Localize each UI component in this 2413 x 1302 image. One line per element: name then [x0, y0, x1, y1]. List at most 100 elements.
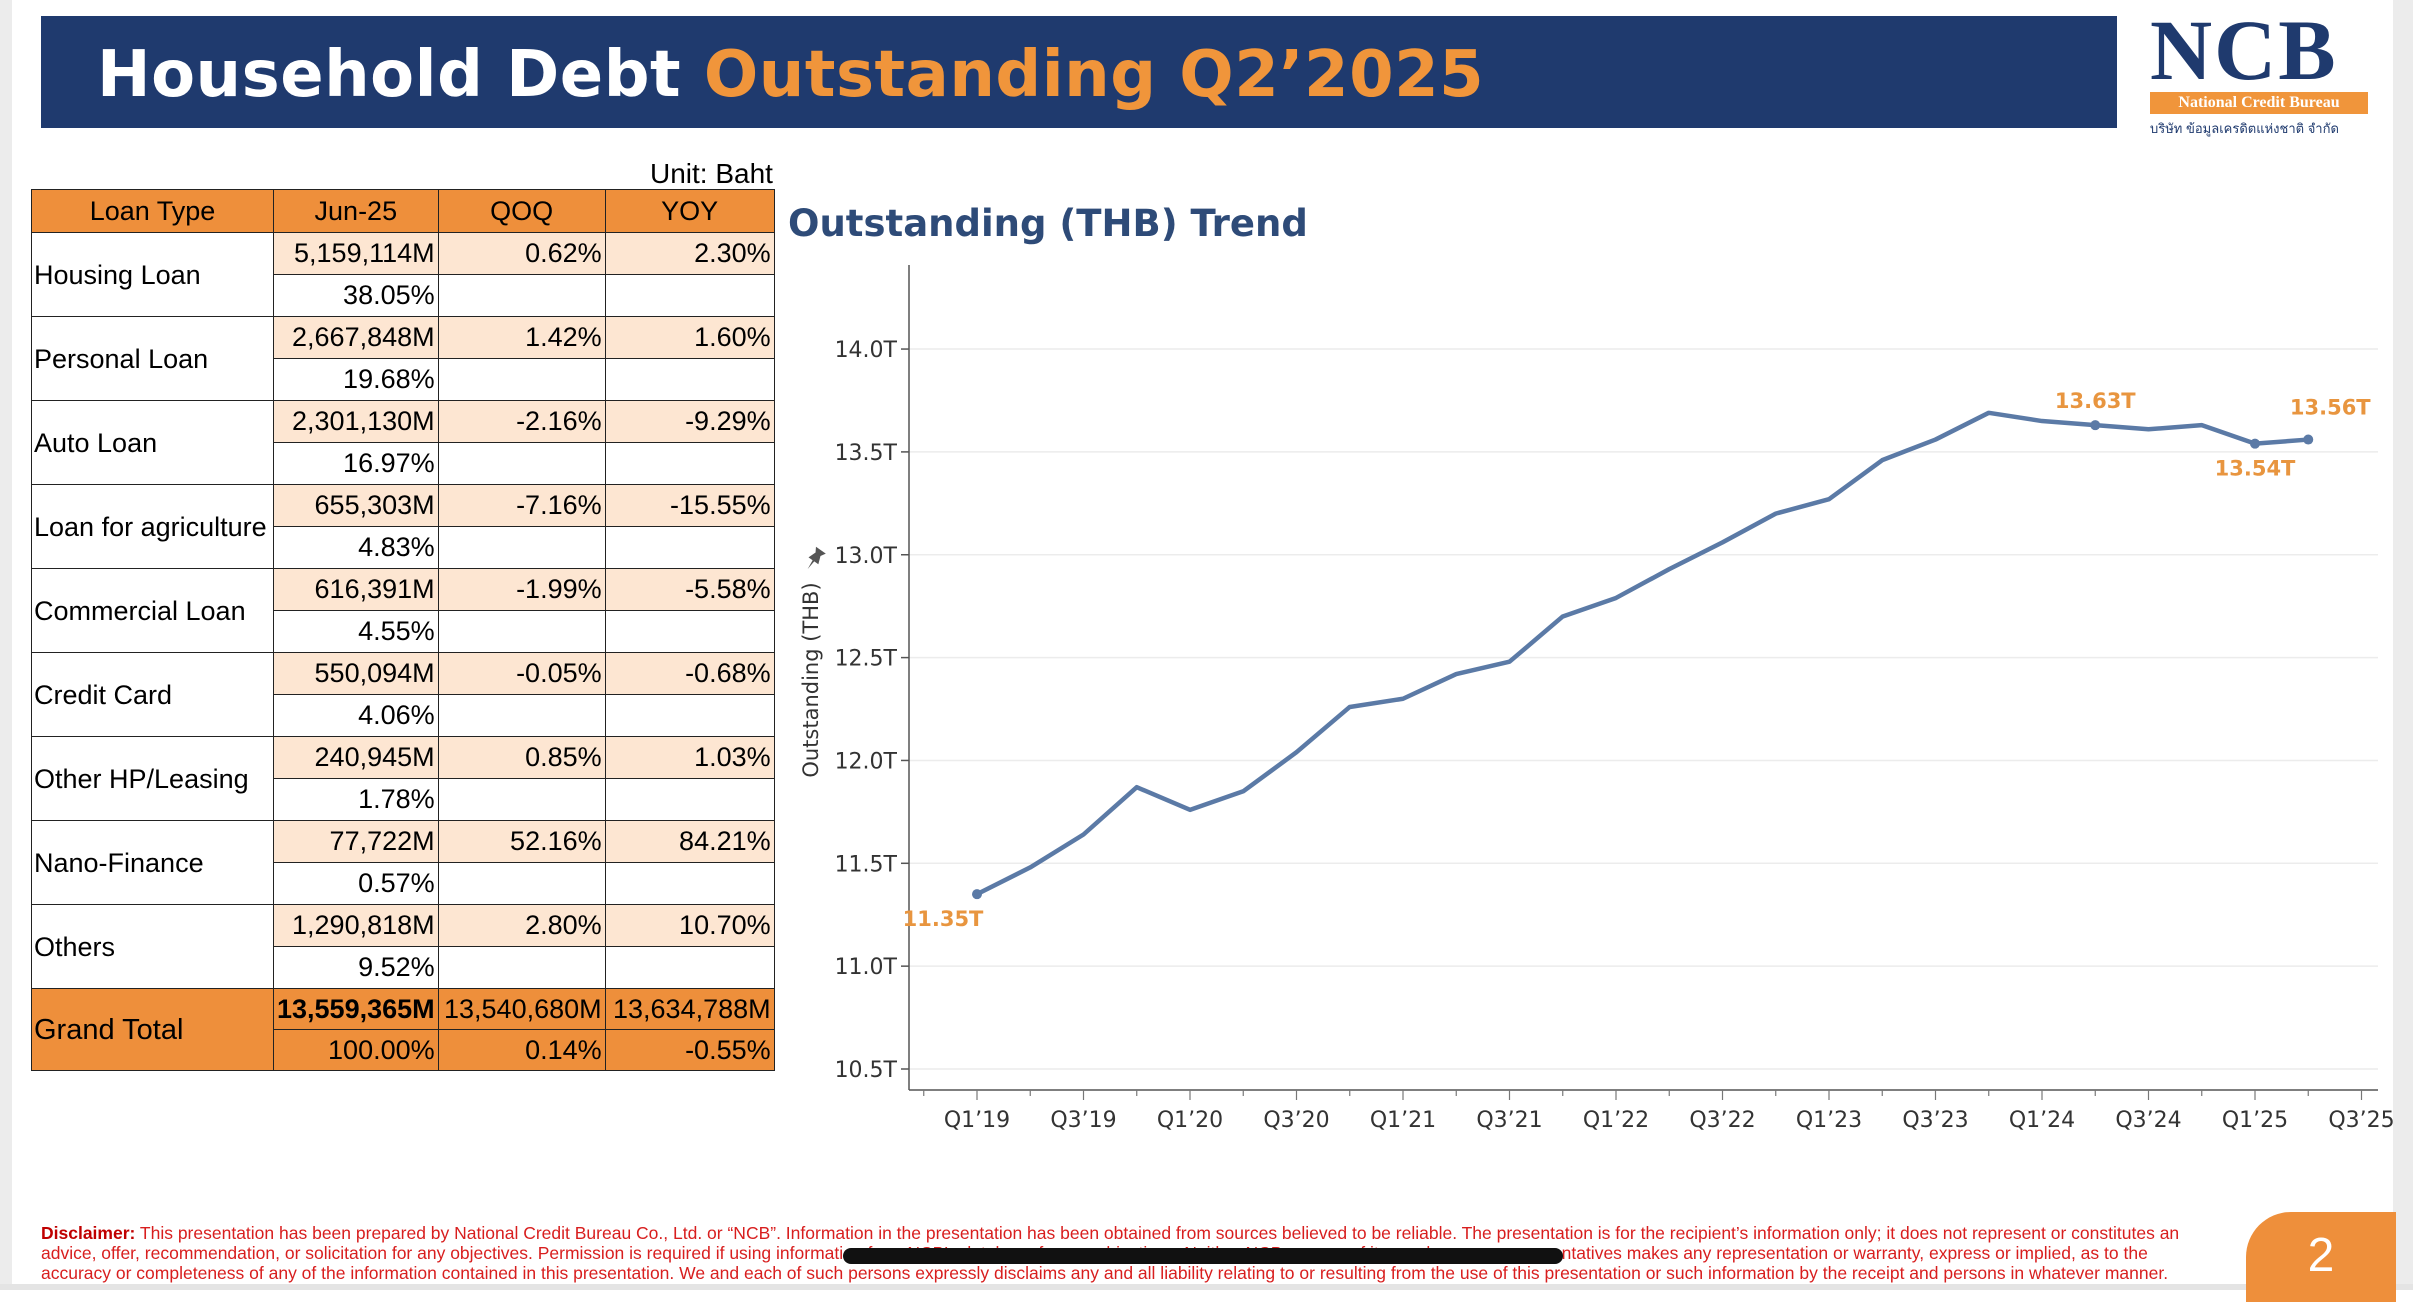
empty-cell [437, 526, 606, 569]
qoq-cell: 52.16% [437, 820, 606, 863]
data-label: 13.63T [2055, 389, 2136, 413]
x-tick-label: Q3’24 [2115, 1108, 2181, 1133]
amount-cell: 550,094M [273, 652, 439, 695]
amount-cell: 77,722M [273, 820, 439, 863]
y-tick-label: 11.0T [835, 955, 898, 980]
data-point [2303, 434, 2314, 445]
right-margin [2393, 0, 2413, 1290]
table-row: 4.83% [32, 526, 775, 569]
yoy-cell: -15.55% [604, 484, 775, 527]
x-tick-label: Q3’25 [2328, 1108, 2394, 1133]
title-banner: Household Debt Outstanding Q2’2025 [41, 16, 2117, 128]
empty-cell [437, 610, 606, 653]
loan-type-cell: Commercial Loan [31, 568, 274, 653]
yoy-cell: -0.68% [604, 652, 775, 695]
bottom-margin [0, 1284, 2413, 1290]
table-row: Nano-Finance 77,722M 52.16% 84.21% [31, 820, 775, 905]
chart-title: Outstanding (THB) Trend [788, 202, 1308, 245]
x-tick-label: Q3’21 [1476, 1108, 1542, 1133]
amount-cell: 616,391M [273, 568, 439, 611]
share-cell: 9.52% [273, 946, 439, 989]
table-row: 9.52% [32, 946, 775, 989]
share-cell: 4.55% [273, 610, 439, 653]
table-row: Personal Loan 2,667,848M 1.42% 1.60% [31, 316, 775, 401]
amount-cell: 5,159,114M [273, 232, 439, 275]
amount-cell: 2,667,848M [273, 316, 439, 359]
title-highlight: Outstanding Q2’2025 [703, 38, 1485, 112]
empty-cell [604, 778, 775, 821]
table-row: Loan for agriculture 655,303M -7.16% -15.55… [31, 484, 775, 569]
title-main: Household Debt [97, 38, 682, 112]
share-cell: 19.68% [273, 358, 439, 401]
page-number: 2 [2246, 1212, 2396, 1302]
y-tick-label: 14.0T [835, 338, 898, 363]
disclaimer: Disclaimer: This presentation has been p… [41, 1223, 2191, 1283]
table-row: Housing Loan 5,159,114M 0.62% 2.30% [31, 232, 775, 317]
x-tick-label: Q1’19 [944, 1108, 1010, 1133]
x-tick-label: Q1’22 [1583, 1108, 1649, 1133]
y-tick-label: 13.5T [835, 441, 898, 466]
header-yoy: YOY [604, 189, 775, 233]
table-row: 1.78% [32, 778, 775, 821]
data-label: 11.35T [903, 907, 984, 931]
disclaimer-label: Disclaimer: [41, 1223, 136, 1243]
qoq-cell: -1.99% [437, 568, 606, 611]
left-margin [0, 0, 12, 1290]
table-row: 16.97% [32, 442, 775, 485]
empty-cell [604, 526, 775, 569]
yoy-cell: -5.58% [604, 568, 775, 611]
share-cell: 4.83% [273, 526, 439, 569]
qoq-cell: -7.16% [437, 484, 606, 527]
qoq-cell: -0.05% [437, 652, 606, 695]
empty-cell [437, 946, 606, 989]
y-tick-label: 10.5T [835, 1058, 898, 1083]
table-header-row: Loan Type Jun-25 QOQ YOY [31, 189, 775, 233]
share-cell: 38.05% [273, 274, 439, 317]
loan-type-cell: Nano-Finance [31, 820, 274, 905]
amount-cell: 655,303M [273, 484, 439, 527]
y-tick-label: 12.0T [835, 749, 898, 774]
header-jun25: Jun-25 [273, 189, 439, 233]
share-cell: 16.97% [273, 442, 439, 485]
disclaimer-text: This presentation has been prepared by N… [41, 1223, 2180, 1283]
grand-total-qoq: 0.14% [437, 1029, 606, 1071]
qoq-cell: 2.80% [437, 904, 606, 947]
table-row: Commercial Loan 616,391M -1.99% -5.58% [31, 568, 775, 653]
debt-table: Loan Type Jun-25 QOQ YOY Housing Loan 5,1… [31, 189, 775, 1071]
x-tick-label: Q1’23 [1796, 1108, 1862, 1133]
table-row: 4.55% [32, 610, 775, 653]
x-tick-label: Q1’20 [1157, 1108, 1223, 1133]
data-point [972, 889, 982, 900]
logo-mark: NCB [2150, 2, 2338, 98]
loan-type-cell: Personal Loan [31, 316, 274, 401]
y-axis-label: Outstanding (THB) [799, 582, 823, 777]
table-row: 38.05% [32, 274, 775, 317]
amount-cell: 240,945M [273, 736, 439, 779]
share-cell: 4.06% [273, 694, 439, 737]
data-point [2250, 438, 2260, 449]
grand-total-row: Grand Total 13,559,365M 13,540,680M 13,634,… [31, 988, 775, 1071]
logo-thai-name: บริษัท ข้อมูลเครดิตแห่งชาติ จำกัด [2150, 121, 2339, 136]
y-tick-label: 12.5T [835, 647, 898, 672]
yoy-cell: 2.30% [604, 232, 775, 275]
empty-cell [604, 442, 775, 485]
share-cell: 1.78% [273, 778, 439, 821]
grand-total-amount: 13,559,365M [273, 988, 439, 1030]
share-cell: 0.57% [273, 862, 439, 905]
grand-total-label: Grand Total [31, 988, 274, 1071]
data-label: 13.54T [2215, 457, 2296, 481]
table-row: Others 1,290,818M 2.80% 10.70% [31, 904, 775, 989]
empty-cell [604, 694, 775, 737]
x-tick-label: Q3’19 [1050, 1108, 1116, 1133]
grand-total-yoy: -0.55% [604, 1029, 775, 1071]
table-row: Other HP/Leasing 240,945M 0.85% 1.03% [31, 736, 775, 821]
x-tick-label: Q3’23 [1902, 1108, 1968, 1133]
data-label: 13.56T [2290, 396, 2371, 420]
x-tick-label: Q3’22 [1689, 1108, 1755, 1133]
loan-type-cell: Housing Loan [31, 232, 274, 317]
grand-total-share: 100.00% [273, 1029, 439, 1071]
header-loan-type: Loan Type [31, 189, 274, 233]
qoq-cell: 1.42% [437, 316, 606, 359]
trend-chart: 10.5T 11.0T 11.5T 12.0T 12.5T 13.0T 13.5T 14.0T… [799, 265, 2395, 1133]
empty-cell [437, 862, 606, 905]
